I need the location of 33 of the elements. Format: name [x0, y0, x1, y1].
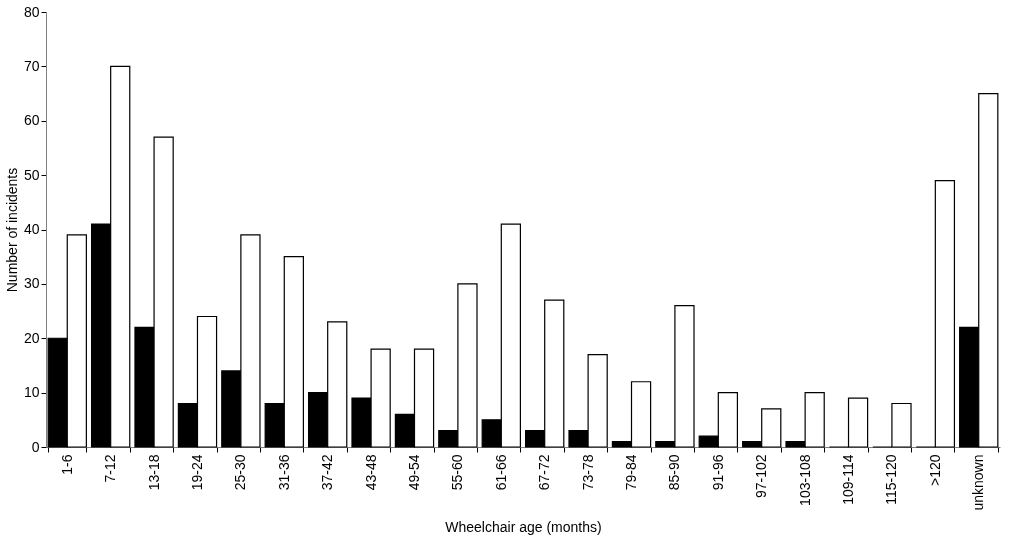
x-tick-label: 67-72: [536, 454, 553, 491]
x-tick-label: 13-18: [145, 454, 162, 491]
x-tick-label: 91-96: [709, 454, 726, 491]
x-tick-label: 97-102: [753, 454, 770, 499]
x-tick-label: 25-30: [232, 454, 249, 491]
y-tick-label: 60: [23, 112, 40, 129]
x-tick-label: 73-78: [579, 454, 596, 491]
x-tick-label: unknown: [970, 454, 987, 511]
x-tick-label: 7-12: [102, 454, 119, 483]
x-tick-label: 31-36: [275, 454, 292, 491]
y-tick-label: 20: [23, 329, 40, 346]
x-tick-label: 103-108: [796, 454, 813, 506]
y-axis-title: Number of incidents: [3, 167, 20, 293]
y-tick-label: 50: [23, 166, 40, 183]
y-tick-label: 30: [23, 275, 40, 292]
y-tick-label: 10: [23, 384, 40, 401]
x-tick-label: 61-66: [492, 454, 509, 491]
x-tick-label: 115-120: [883, 454, 900, 505]
y-tick-label: 0: [31, 438, 40, 455]
x-tick-label: >120: [926, 454, 943, 487]
y-tick-label: 40: [23, 221, 40, 237]
y-tick-label: 80: [23, 3, 40, 20]
x-tick-label: 85-90: [666, 454, 683, 491]
x-axis-title: Wheelchair age (months): [445, 518, 602, 535]
x-tick-label: 43-48: [362, 454, 379, 491]
x-tick-label: 55-60: [449, 454, 466, 491]
x-tick-label: 1-6: [58, 454, 75, 475]
y-tick-label: 70: [23, 57, 40, 74]
x-tick-label: 109-114: [840, 454, 857, 505]
x-tick-label: 19-24: [188, 454, 205, 491]
x-tick-label: 49-54: [405, 454, 422, 491]
x-tick-label: 37-42: [319, 454, 336, 491]
x-tick-label: 79-84: [623, 454, 640, 491]
